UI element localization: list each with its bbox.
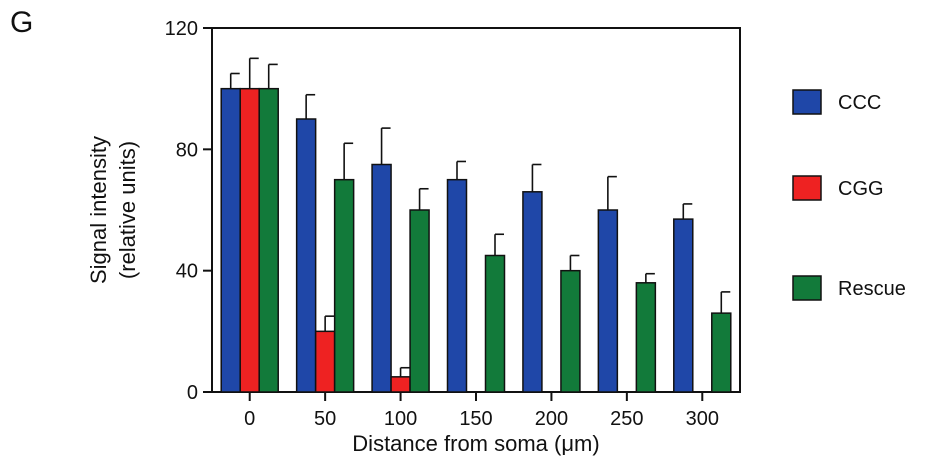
panel-label: G [10, 6, 34, 39]
bar-rescue-0 [258, 87, 279, 393]
bar-rescue-200 [560, 269, 581, 393]
bar-ccc-250 [597, 209, 619, 393]
bar-rescue-300 [711, 312, 732, 393]
bar-rescue-150 [484, 254, 506, 393]
x-tick-label: 0 [244, 408, 255, 430]
x-tick-label: 250 [610, 408, 643, 430]
bar-ccc-200 [522, 191, 543, 393]
bar-ccc-300 [673, 218, 694, 393]
bar-ccc-0 [220, 87, 241, 393]
legend-label-cgg: CGG [838, 178, 884, 200]
bar-cgg-0 [239, 87, 260, 393]
legend-label-rescue: Rescue [838, 278, 906, 300]
y-tick-label: 120 [165, 18, 198, 40]
legend-swatch-rescue [792, 275, 822, 301]
bar-rescue-250 [635, 282, 657, 393]
plot-frame [211, 27, 741, 393]
legend-swatch-ccc [792, 89, 822, 115]
y-tick-label: 40 [176, 261, 198, 283]
bar-cgg-50 [314, 330, 336, 393]
bar-ccc-150 [446, 178, 468, 393]
bar-ccc-50 [295, 118, 317, 393]
x-tick-label: 200 [535, 408, 568, 430]
y-tick-label: 0 [187, 382, 198, 404]
y-axis-title: Signal intensity [86, 136, 111, 284]
x-tick-label: 300 [686, 408, 719, 430]
y-axis-title: (relative units) [115, 141, 140, 279]
bar-rescue-50 [333, 178, 355, 393]
plot-area: 0 40 80 120 0 50 100 150 200 250 300 Distance from … [86, 18, 741, 456]
x-axis-title: Distance from soma (μm) [352, 431, 599, 456]
x-tick-label: 100 [384, 408, 417, 430]
legend-label-ccc: CCC [838, 92, 881, 114]
y-tick-label: 80 [176, 139, 198, 161]
legend-swatch-cgg [792, 175, 822, 201]
x-tick-label: 150 [459, 408, 492, 430]
legend: CCC CGG Rescue [792, 89, 906, 301]
bar-cgg-100 [390, 376, 411, 393]
bar-rescue-100 [409, 209, 430, 393]
x-tick-label: 50 [314, 408, 336, 430]
bar-ccc-100 [371, 163, 392, 393]
